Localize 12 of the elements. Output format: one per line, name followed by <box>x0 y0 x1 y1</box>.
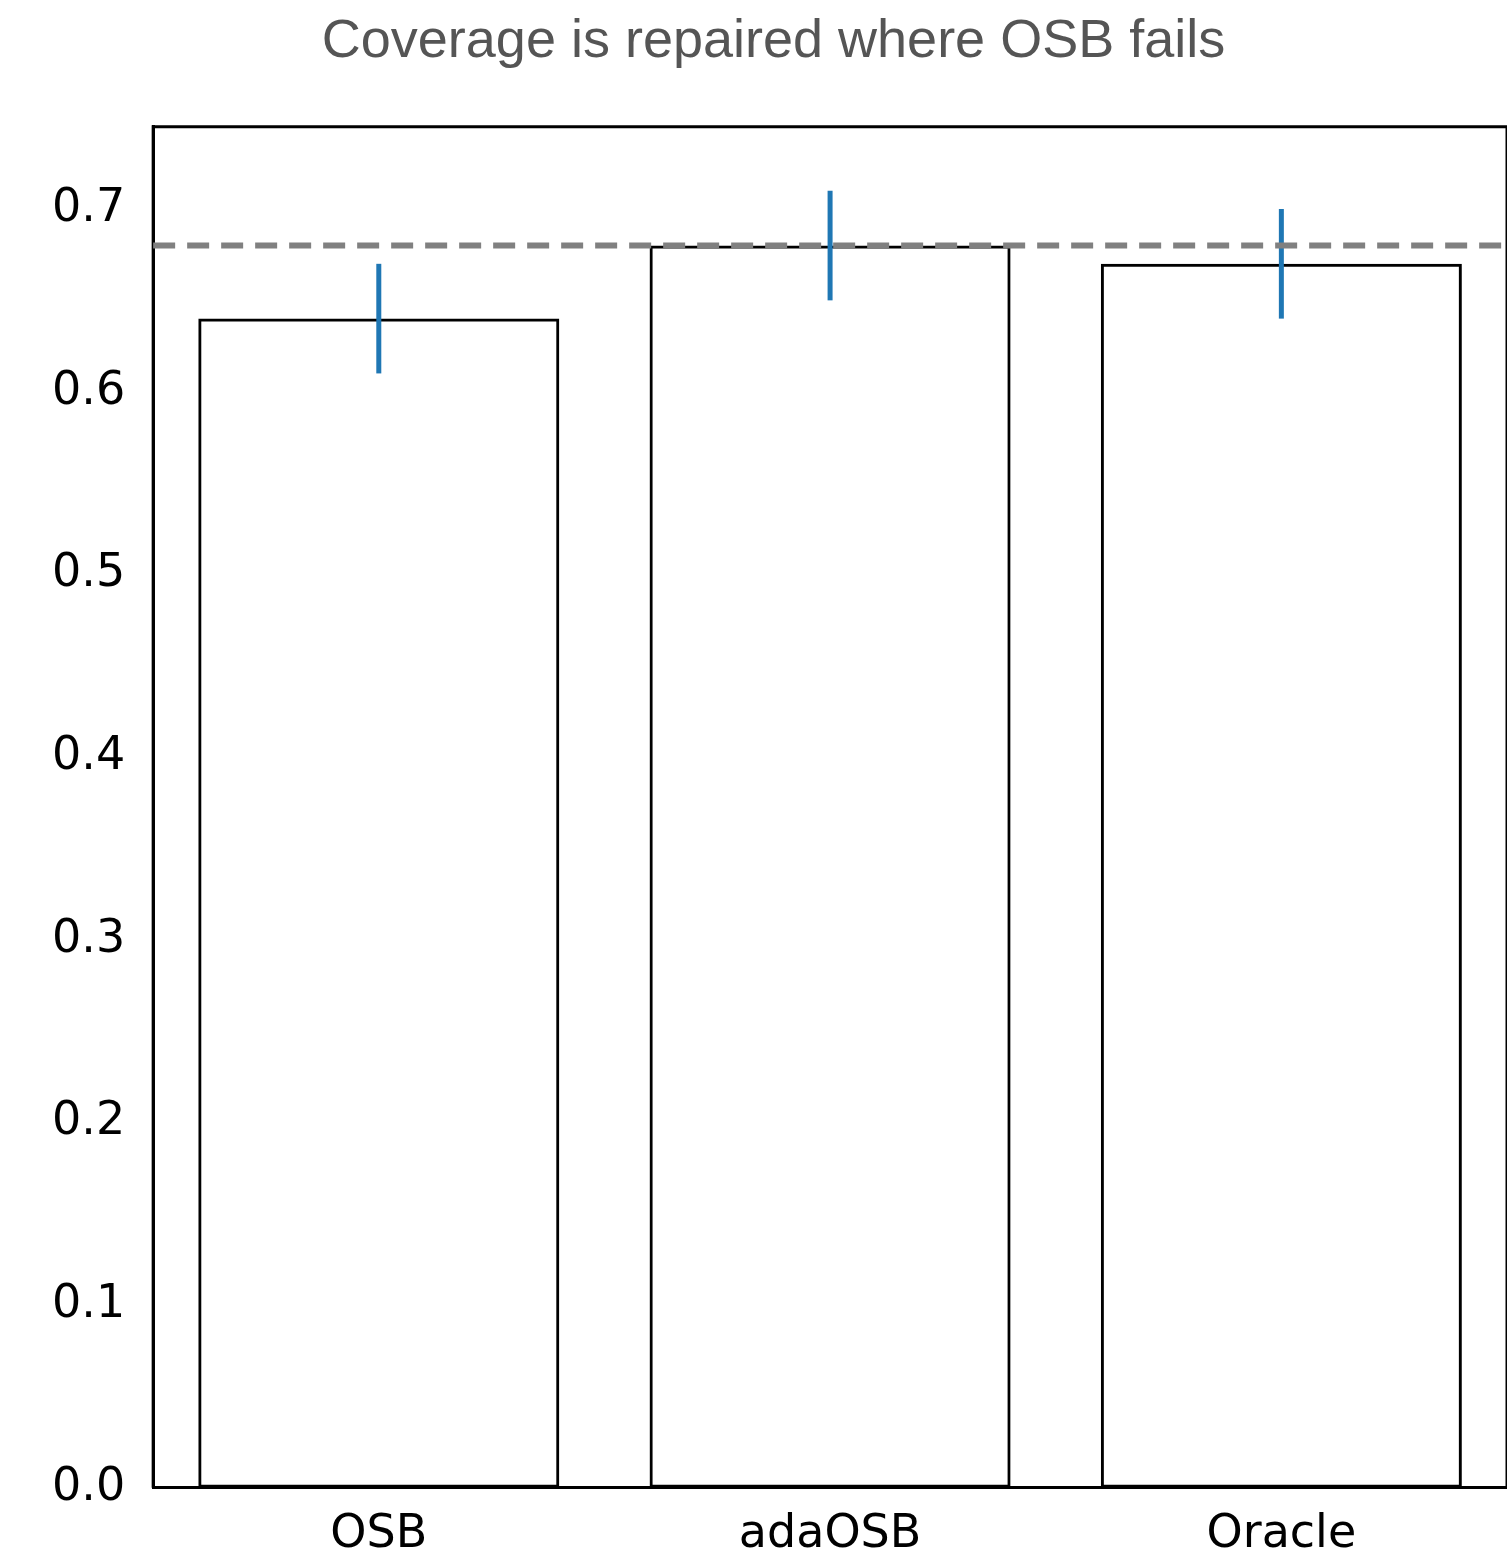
y-tick-label: 0.3 <box>52 908 126 963</box>
x-tick-label: OSB <box>330 1504 428 1559</box>
x-tick-label: Oracle <box>1206 1504 1357 1559</box>
y-tick-label: 0.6 <box>52 360 126 415</box>
y-tick-label: 0.7 <box>52 177 126 232</box>
x-tick-label: adaOSB <box>738 1504 922 1559</box>
y-tick-label: 0.0 <box>52 1456 126 1511</box>
y-tick-label: 0.4 <box>52 726 126 781</box>
y-tick-label: 0.2 <box>52 1091 126 1146</box>
chart-title: Coverage is repaired where OSB fails <box>321 8 1226 69</box>
y-tick-label: 0.1 <box>52 1274 126 1329</box>
y-tick-label: 0.5 <box>52 543 126 598</box>
